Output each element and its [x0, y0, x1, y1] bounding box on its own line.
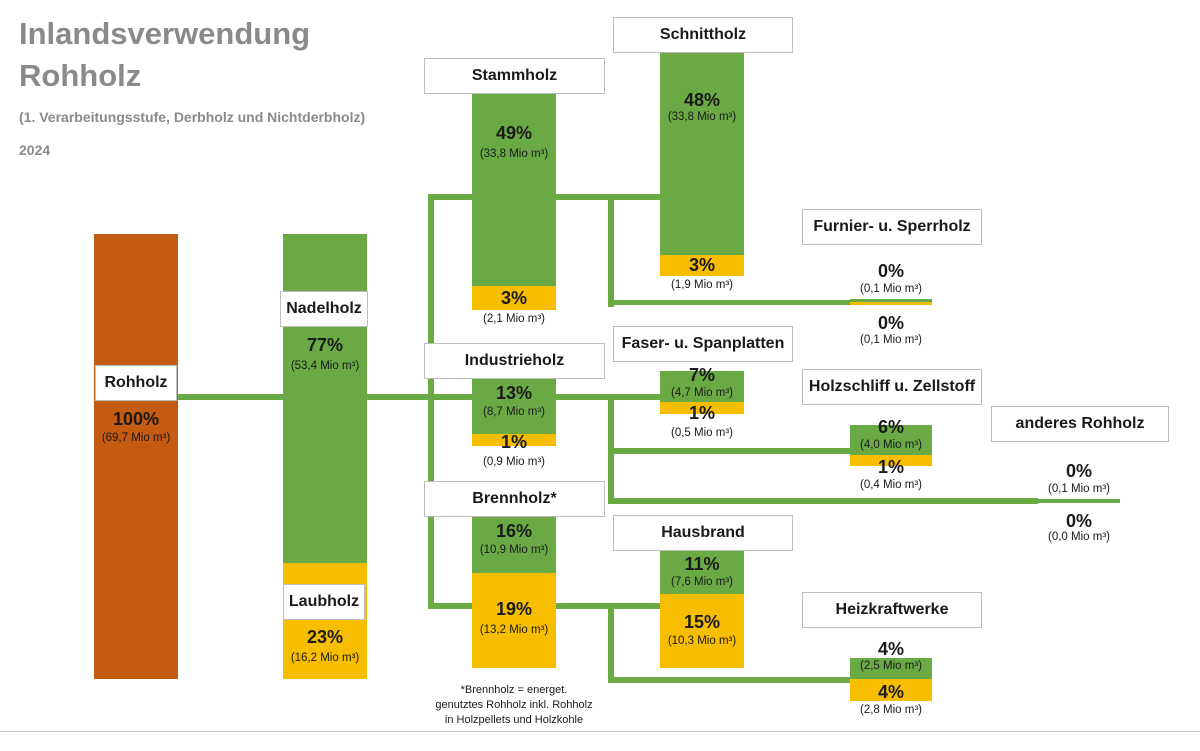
heizkraftwerke-laub-volume: (2,8 Mio m³): [860, 704, 922, 716]
laubholz-bar: [283, 563, 367, 679]
anderes-laub-percent: 0%: [1065, 511, 1092, 531]
industrieholz-laub-percent: 1%: [500, 432, 527, 452]
schnittholz-nadel-bar: [660, 53, 744, 255]
schnittholz-laub-volume: (1,9 Mio m³): [671, 279, 733, 291]
connector-schnittholz-drop: [608, 194, 614, 307]
title-line-1: Inlandsverwendung: [19, 16, 311, 51]
schnittholz-nadel-volume: (33,8 Mio m³): [667, 111, 737, 123]
rohholz-bar: [94, 234, 178, 679]
laubholz-label: Laubholz: [283, 584, 365, 620]
heizkraftwerke-nadel-volume: (2,5 Mio m³): [860, 660, 922, 672]
title-line-2: Rohholz: [19, 58, 142, 93]
hausbrand-laub-volume: (10,3 Mio m³): [667, 635, 737, 647]
subtitle: (1. Verarbeitungsstufe, Derbholz und Nic…: [19, 109, 366, 125]
stammholz-laub-bar: [472, 286, 556, 310]
holzschliff-nadel-bar: [850, 425, 932, 455]
industrieholz-laub-bar: [472, 434, 556, 446]
industrieholz-laub-volume: (0,9 Mio m³): [483, 456, 545, 468]
faser-laub-bar: [660, 402, 744, 414]
hausbrand-label: Hausbrand: [613, 515, 793, 551]
furnier-label: Furnier- u. Sperrholz: [802, 209, 982, 245]
nadelholz-label: Nadelholz: [280, 291, 368, 327]
brennholz-nadel-bar: [472, 517, 556, 573]
hausbrand-nadel-bar: [660, 551, 744, 594]
rohholz-percent: 100%: [112, 409, 160, 429]
schnittholz-nadel-percent: 48%: [683, 90, 721, 110]
furnier-nadel-volume: (0,1 Mio m³): [860, 283, 922, 295]
heizkraftwerke-laub-bar: [850, 679, 932, 701]
heizkraftwerke-label: Heizkraftwerke: [802, 592, 982, 628]
hausbrand-laub-bar: [660, 594, 744, 668]
schnittholz-label: Schnittholz: [613, 17, 793, 53]
holzschliff-label: Holzschliff u. Zellstoff: [802, 369, 982, 405]
industrieholz-nadel-bar: [472, 379, 556, 434]
heizkraftwerke-nadel-percent: 4%: [877, 639, 904, 659]
connector-vertical-distribution: [428, 194, 434, 609]
industrieholz-nadel-percent: 13%: [495, 383, 533, 403]
faser-laub-volume: (0,5 Mio m³): [671, 427, 733, 439]
anderes-nadel-percent: 0%: [1065, 461, 1092, 481]
furnier-nadel-percent: 0%: [877, 261, 904, 281]
year-label: 2024: [19, 142, 51, 158]
anderes-label: anderes Rohholz: [991, 406, 1169, 442]
furnier-laub-volume: (0,1 Mio m³): [860, 334, 922, 346]
industrieholz-nadel-volume: (8,7 Mio m³): [483, 406, 545, 418]
brennholz-laub-percent: 19%: [495, 599, 533, 619]
industrieholz-label: Industrieholz: [424, 343, 605, 379]
connector-to-holzschliff: [608, 448, 850, 454]
rohholz-label: Rohholz: [95, 365, 177, 401]
nadelholz-volume: (53,4 Mio m³): [290, 360, 360, 372]
schnittholz-laub-bar: [660, 255, 744, 276]
furnier-laub-bar: [850, 302, 932, 305]
laubholz-volume: (16,2 Mio m³): [290, 652, 360, 664]
schnittholz-laub-percent: 3%: [688, 255, 715, 275]
stammholz-laub-percent: 3%: [500, 288, 527, 308]
brennholz-laub-volume: (13,2 Mio m³): [479, 624, 549, 636]
hausbrand-nadel-volume: (7,6 Mio m³): [671, 576, 733, 588]
anderes-nadel-volume: (0,1 Mio m³): [1048, 483, 1110, 495]
stammholz-nadel-volume: (33,8 Mio m³): [479, 148, 549, 160]
brennholz-laub-bar: [472, 573, 556, 668]
footnote: *Brennholz = energet. genutztes Rohholz …: [404, 683, 624, 728]
footnote-line-1: *Brennholz = energet.: [460, 684, 568, 696]
connector-brennholz-drop: [608, 603, 614, 683]
heizkraftwerke-nadel-bar: [850, 658, 932, 679]
brennholz-label: Brennholz*: [424, 481, 605, 517]
footnote-line-2: genutztes Rohholz inkl. Rohholz: [435, 698, 593, 711]
bottom-divider: [0, 731, 1200, 732]
hausbrand-laub-percent: 15%: [683, 612, 721, 632]
holzschliff-laub-volume: (0,4 Mio m³): [860, 479, 922, 491]
faser-label: Faser- u. Spanplatten: [613, 326, 793, 362]
faser-nadel-bar: [660, 371, 744, 402]
faser-nadel-percent: 7%: [688, 365, 715, 385]
furnier-laub-percent: 0%: [877, 313, 904, 333]
brennholz-nadel-volume: (10,9 Mio m³): [479, 544, 549, 556]
stammholz-nadel-percent: 49%: [495, 123, 533, 143]
connector-to-furnier: [608, 300, 850, 305]
anderes-laub-volume: (0,0 Mio m³): [1048, 531, 1110, 543]
connector-to-anderes: [608, 498, 1038, 504]
rohholz-volume: (69,7 Mio m³): [101, 432, 171, 444]
laubholz-percent: 23%: [306, 627, 344, 647]
nadelholz-bar: [283, 234, 367, 563]
faser-nadel-volume: (4,7 Mio m³): [671, 387, 733, 399]
holzschliff-laub-bar: [850, 455, 932, 466]
nadelholz-percent: 77%: [306, 335, 344, 355]
faser-laub-percent: 1%: [688, 403, 715, 423]
holzschliff-laub-percent: 1%: [877, 457, 904, 477]
stammholz-laub-volume: (2,1 Mio m³): [483, 313, 545, 325]
hausbrand-nadel-percent: 11%: [684, 554, 720, 574]
stammholz-label: Stammholz: [424, 58, 605, 94]
connector-rohholz-nadelholz: [176, 394, 284, 400]
holzschliff-nadel-volume: (4,0 Mio m³): [860, 439, 922, 451]
connector-to-heizkraftwerke: [608, 677, 850, 683]
stammholz-nadel-bar: [472, 94, 556, 286]
furnier-nadel-bar: [850, 299, 932, 302]
anderes-nadel-bar: [1038, 499, 1120, 503]
footnote-line-3: in Holzpellets und Holzkohle: [444, 713, 584, 726]
brennholz-nadel-percent: 16%: [495, 521, 533, 541]
holzschliff-nadel-percent: 6%: [877, 417, 904, 437]
heizkraftwerke-laub-percent: 4%: [877, 682, 904, 702]
